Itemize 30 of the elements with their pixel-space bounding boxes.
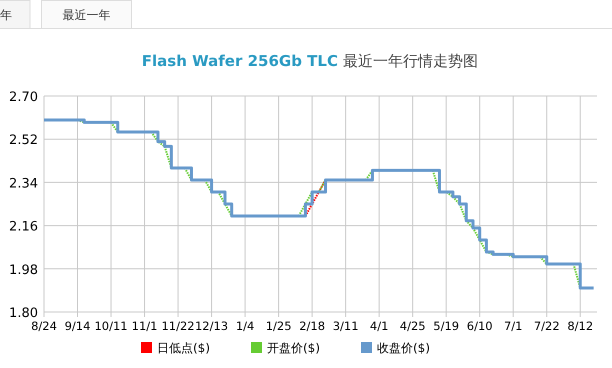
y-tick-label: 2.34 xyxy=(9,176,38,192)
x-tick-label: 3/11 xyxy=(332,319,359,333)
legend-label: 开盘价($) xyxy=(267,341,320,355)
x-tick-label: 6/10 xyxy=(466,319,493,333)
y-tick-label: 1.80 xyxy=(9,306,38,321)
legend-label: 收盘价($) xyxy=(377,341,430,355)
y-tick-label: 2.70 xyxy=(9,90,38,105)
y-tick-label: 1.98 xyxy=(9,262,38,278)
tab: 年 xyxy=(0,0,30,29)
x-tick-label: 2/18 xyxy=(299,319,326,333)
x-tick-label: 1/4 xyxy=(236,319,254,333)
x-tick-label: 9/14 xyxy=(64,319,90,333)
x-tick-label: 11/22 xyxy=(161,319,195,333)
x-tick-label: 7/1 xyxy=(504,319,522,333)
x-tick-label: 10/11 xyxy=(94,319,128,333)
y-tick-label: 2.52 xyxy=(9,133,38,148)
y-tick-label: 2.16 xyxy=(9,220,38,235)
x-tick-label: 12/13 xyxy=(195,319,228,333)
x-tick-label: 5/19 xyxy=(433,319,460,333)
x-tick-label: 8/24 xyxy=(31,319,57,333)
chart-title: Flash Wafer 256Gb TLC 最近一年行情走势图 xyxy=(142,52,478,70)
x-tick-label: 11/1 xyxy=(132,319,158,333)
legend-label: 日低点($) xyxy=(157,341,210,355)
x-tick-label: 7/22 xyxy=(534,319,560,333)
x-tick-label: 4/1 xyxy=(370,319,388,333)
x-tick-label: 1/25 xyxy=(266,319,292,333)
x-tick-label: 8/12 xyxy=(567,319,594,333)
tab: 最近一年 xyxy=(41,0,132,29)
line-series xyxy=(304,179,327,217)
x-tick-label: 4/25 xyxy=(400,319,426,333)
